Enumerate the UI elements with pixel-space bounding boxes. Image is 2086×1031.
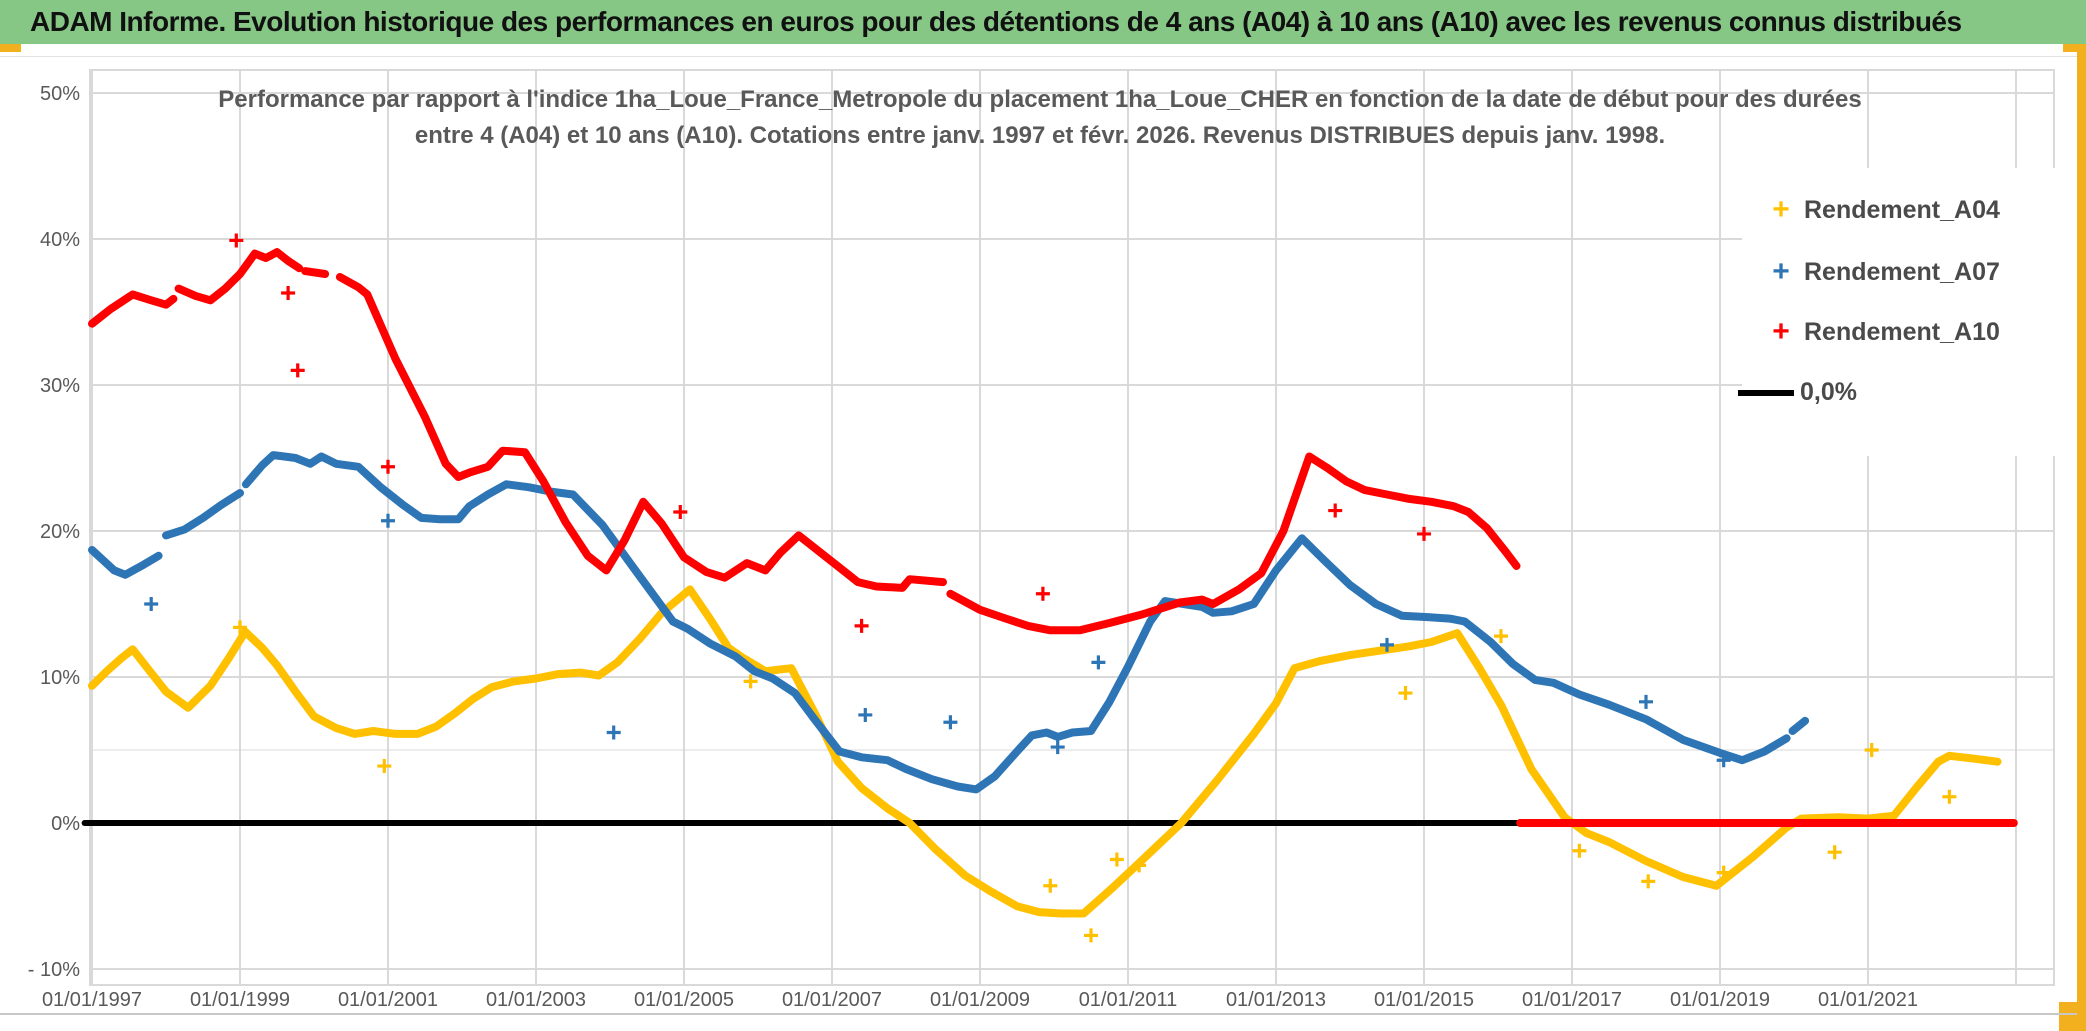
y-axis-label: 20% xyxy=(40,521,80,543)
outlier-plus-marker xyxy=(281,286,296,301)
chart-title-line1: Performance par rapport à l'indice 1ha_L… xyxy=(218,86,1862,113)
app-title-bar: ADAM Informe. Evolution historique des p… xyxy=(0,0,2086,44)
outlier-plus-marker xyxy=(1035,586,1050,601)
outlier-plus-marker xyxy=(1109,852,1124,867)
page-title: ADAM Informe. Evolution historique des p… xyxy=(30,6,1962,37)
outlier-plus-marker xyxy=(233,620,247,635)
x-axis-label: 01/01/1997 xyxy=(42,989,142,1011)
chart-title: Performance par rapport à l'indice 1ha_L… xyxy=(150,82,1930,154)
x-axis-label: 01/01/2011 xyxy=(1079,989,1178,1011)
outlier-plus-marker xyxy=(1380,637,1394,652)
outlier-plus-marker xyxy=(858,707,873,722)
chart-title-line2: entre 4 (A04) et 10 ans (A10). Cotations… xyxy=(414,122,1666,149)
plus-marker-icon: + xyxy=(1772,255,1790,288)
series-rendement-a07 xyxy=(88,451,1810,794)
x-axis-label: 01/01/2009 xyxy=(930,989,1030,1011)
legend: + Rendement_A04 + Rendement_A07 + Rendem… xyxy=(1738,168,2060,456)
x-axis-label: 01/01/2013 xyxy=(1226,989,1326,1011)
outlier-plus-marker xyxy=(1716,865,1731,880)
y-axis-label: 50% xyxy=(40,83,80,105)
outlier-plus-marker xyxy=(1417,526,1431,541)
series-line xyxy=(174,248,304,305)
outlier-plus-marker xyxy=(377,759,392,774)
series-line xyxy=(88,546,163,579)
gold-accent-top-left xyxy=(0,44,21,52)
outlier-plus-marker xyxy=(229,233,244,248)
outlier-plus-marker xyxy=(943,715,958,730)
legend-label: Rendement_A04 xyxy=(1804,196,2000,224)
outlier-plus-marker xyxy=(1050,740,1065,755)
series-line xyxy=(162,489,244,540)
outlier-plus-marker xyxy=(1043,878,1058,893)
series-line xyxy=(241,451,1791,794)
x-axis-label: 01/01/2015 xyxy=(1374,989,1474,1011)
line-marker-icon xyxy=(1738,390,1794,396)
y-axis-label: - 10% xyxy=(28,959,80,981)
series-line xyxy=(301,267,330,278)
plot-area-border xyxy=(89,69,2055,986)
gold-accent-bottom-right xyxy=(2059,1002,2086,1031)
y-gridlines xyxy=(90,92,2054,970)
series-line xyxy=(335,273,947,592)
x-axis-label: 01/01/2021 xyxy=(1818,989,1918,1011)
chart-bottom-border xyxy=(0,1013,2077,1015)
outlier-plus-marker xyxy=(1328,503,1343,518)
x-axis-label: 01/01/2017 xyxy=(1522,989,1622,1011)
outlier-plus-marker xyxy=(1827,845,1842,860)
outlier-plus-marker xyxy=(381,513,395,528)
outlier-plus-marker xyxy=(290,363,305,378)
legend-item-rendement-a07[interactable]: + Rendement_A07 xyxy=(1742,252,2060,292)
outlier-plus-marker xyxy=(673,505,688,520)
x-axis-label: 01/01/2019 xyxy=(1670,989,1770,1011)
x-axis-labels: 01/01/1997 01/01/1999 01/01/2001 01/01/2003… xyxy=(42,989,1918,1011)
series-line xyxy=(88,290,178,328)
series-line xyxy=(88,585,2002,918)
x-axis-label: 01/01/2003 xyxy=(486,989,586,1011)
outlier-plus-marker xyxy=(1641,874,1656,889)
outlier-plus-marker xyxy=(1398,686,1413,701)
legend-label: Rendement_A10 xyxy=(1804,318,2000,346)
legend-label: Rendement_A07 xyxy=(1804,258,2000,286)
legend-item-zero-line[interactable]: 0,0% xyxy=(1738,372,2060,412)
outlier-plus-marker xyxy=(1091,655,1106,670)
y-axis-label: 30% xyxy=(40,375,80,397)
outlier-plus-marker xyxy=(743,674,758,689)
series-line xyxy=(946,452,1521,635)
outlier-plus-marker xyxy=(1942,789,1957,804)
outlier-plus-marker xyxy=(381,459,395,474)
y-axis-label: 0% xyxy=(51,813,80,835)
plus-marker-icon: + xyxy=(1772,315,1790,348)
outlier-plus-marker xyxy=(1716,753,1731,768)
outlier-plus-marker xyxy=(606,725,621,740)
gold-accent-right-strip xyxy=(2077,44,2086,1031)
outlier-plus-marker xyxy=(1864,743,1879,757)
gold-accent-top-right xyxy=(2063,44,2086,52)
chart-top-border xyxy=(0,56,2077,57)
outlier-plus-marker xyxy=(1132,858,1147,873)
outlier-plus-marker xyxy=(1493,629,1508,644)
legend-item-rendement-a10[interactable]: + Rendement_A10 xyxy=(1742,312,2060,352)
x-axis-label: 01/01/2001 xyxy=(338,989,438,1011)
x-axis-label: 01/01/2005 xyxy=(634,989,734,1011)
series-rendement-a10 xyxy=(88,233,2018,827)
series-rendement-a04 xyxy=(88,585,2002,943)
legend-label: 0,0% xyxy=(1800,378,1857,406)
x-gridlines xyxy=(91,70,2017,985)
outlier-plus-marker xyxy=(1084,928,1098,943)
outlier-plus-marker xyxy=(1572,843,1587,858)
y-axis-labels: 50% 40% 30% 20% 10% 0% - 10% xyxy=(28,83,80,981)
outlier-plus-marker xyxy=(144,597,159,611)
x-axis-label: 01/01/2007 xyxy=(782,989,882,1011)
series-line xyxy=(1788,716,1810,735)
x-axis-label: 01/01/1999 xyxy=(190,989,290,1011)
plus-marker-icon: + xyxy=(1772,193,1790,226)
legend-item-rendement-a04[interactable]: + Rendement_A04 xyxy=(1742,190,2060,230)
outlier-plus-marker xyxy=(1639,694,1653,709)
y-axis-label: 40% xyxy=(40,229,80,251)
outlier-plus-marker xyxy=(854,618,869,633)
y-axis-label: 10% xyxy=(40,667,80,689)
